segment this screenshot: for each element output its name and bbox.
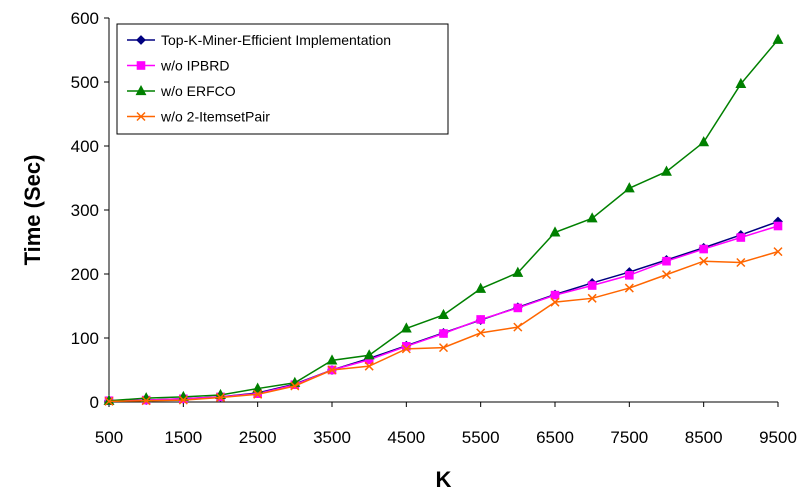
data-point <box>513 322 523 332</box>
x-axis-title: K <box>436 467 452 492</box>
x-tick-label: 2500 <box>239 428 277 447</box>
data-point <box>661 270 672 280</box>
data-point <box>326 354 338 365</box>
legend-marker <box>136 111 146 122</box>
x-tick-label: 6500 <box>536 428 574 447</box>
data-point <box>699 256 709 266</box>
data-point <box>400 322 412 333</box>
data-point <box>290 381 300 391</box>
data-point <box>439 329 448 338</box>
legend-label: w/o IPBRD <box>160 58 229 74</box>
data-point <box>215 392 226 403</box>
x-tick-label: 1500 <box>164 428 202 447</box>
axes <box>104 17 779 407</box>
x-tick-label: 8500 <box>685 428 723 447</box>
legend-label: w/o ERFCO <box>160 83 236 99</box>
data-point <box>104 396 114 406</box>
data-point <box>401 344 411 354</box>
series-line <box>108 250 779 403</box>
data-point <box>476 315 485 324</box>
legend-label: w/o 2-ItemsetPair <box>160 109 270 125</box>
data-point <box>476 328 486 338</box>
legend-marker <box>136 61 146 70</box>
legend-label: Top-K-Miner-Efficient Implementation <box>161 32 391 48</box>
data-point <box>624 283 634 293</box>
legend-box <box>116 23 449 135</box>
data-point <box>513 303 523 313</box>
data-point <box>736 233 746 242</box>
x-tick-label: 7500 <box>610 428 648 447</box>
y-tick-label: 500 <box>71 73 99 92</box>
data-point <box>625 270 634 280</box>
data-point <box>550 297 560 307</box>
x-tick-label: 9500 <box>759 428 797 447</box>
x-tick-label: 4500 <box>387 428 425 447</box>
data-point <box>549 226 561 237</box>
series-layer <box>103 33 784 406</box>
legend-marker <box>136 35 146 45</box>
data-point <box>402 342 411 351</box>
data-point <box>735 77 747 89</box>
data-point <box>736 257 746 268</box>
data-point <box>550 290 560 300</box>
data-point <box>623 182 635 193</box>
data-point <box>512 266 524 277</box>
data-point <box>587 281 597 290</box>
data-point <box>773 221 783 231</box>
data-point <box>253 389 263 399</box>
data-point <box>772 33 784 44</box>
data-point <box>438 308 449 320</box>
x-tick-label: 500 <box>95 428 123 447</box>
data-point <box>475 282 487 293</box>
data-point <box>586 212 598 223</box>
y-tick-label: 100 <box>71 329 99 348</box>
data-point <box>661 165 672 176</box>
data-point <box>699 244 708 254</box>
data-point <box>698 136 710 147</box>
data-point <box>178 395 188 405</box>
data-point <box>363 349 375 360</box>
legend-marker <box>135 84 147 96</box>
legend: Top-K-Miner-Efficient Implementation w/o … <box>116 23 449 135</box>
series-4 <box>104 247 783 406</box>
data-point <box>141 396 151 406</box>
data-point <box>364 361 374 371</box>
y-tick-label: 0 <box>90 393 99 412</box>
data-point <box>252 382 264 393</box>
y-tick-label: 200 <box>71 265 99 284</box>
y-tick-label: 300 <box>71 201 99 220</box>
y-tick-label: 600 <box>71 9 99 28</box>
legend-item: w/o 2-ItemsetPair <box>127 109 270 125</box>
data-point <box>662 256 671 266</box>
series-3 <box>103 33 784 405</box>
legend-item: Top-K-Miner-Efficient Implementation <box>127 32 391 48</box>
y-axis-title: Time (Sec) <box>20 155 45 266</box>
data-point <box>773 247 783 257</box>
tick-labels: 0 100 200 300 400 500 600 500 1500 2500 3500 4500 55… <box>71 9 797 447</box>
legend-item: w/o IPBRD <box>127 58 229 74</box>
x-tick-label: 3500 <box>313 428 351 447</box>
data-point <box>587 293 597 303</box>
legend-item: w/o ERFCO <box>127 83 236 99</box>
data-point <box>327 365 337 375</box>
data-point <box>438 343 449 353</box>
y-tick-label: 400 <box>71 137 99 156</box>
x-tick-label: 5500 <box>462 428 500 447</box>
